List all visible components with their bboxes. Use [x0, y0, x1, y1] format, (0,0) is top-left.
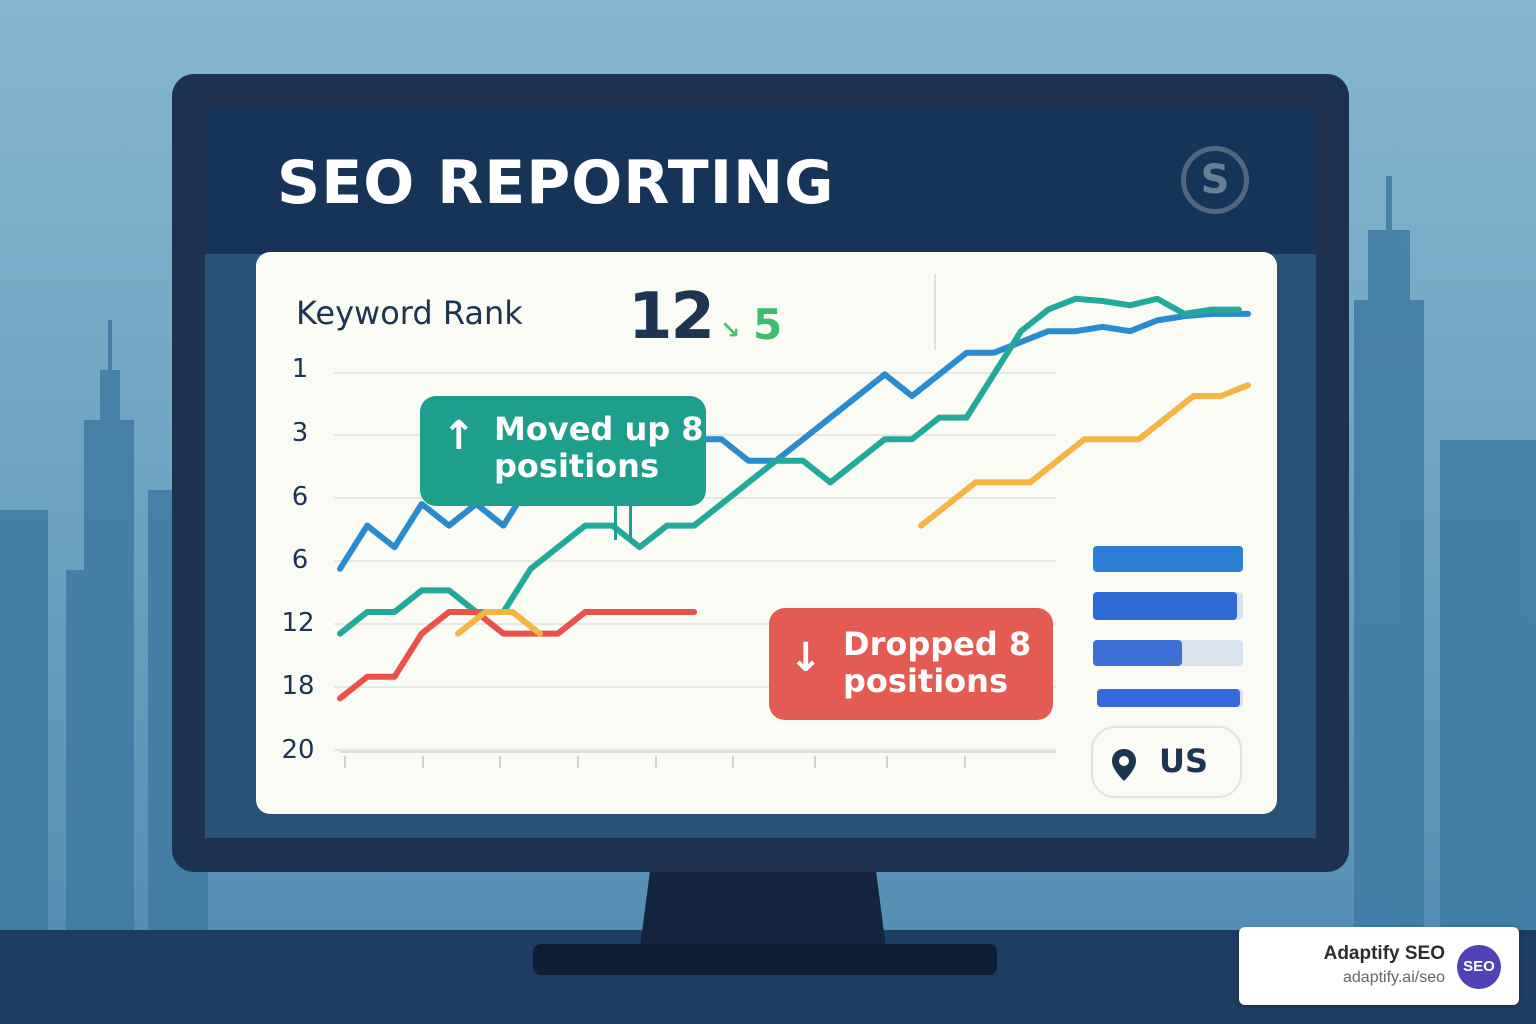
seo-logo-icon: SEO	[1457, 945, 1501, 989]
y-tick-label: 6	[291, 545, 309, 575]
series-line	[455, 609, 543, 637]
location-pin-icon	[1112, 749, 1136, 781]
y-tick-label: 12	[281, 608, 315, 638]
sidebar-bar	[1093, 640, 1182, 666]
arrow-up-icon: ↑	[442, 413, 476, 459]
metric-label: Keyword Rank	[296, 294, 523, 332]
y-tick-label: 18	[281, 671, 315, 701]
monitor-stand-base	[533, 944, 997, 975]
watermark-url: adaptify.ai/seo	[1343, 969, 1445, 986]
monitor-stand-neck	[640, 872, 886, 948]
divider	[934, 274, 936, 350]
metric-value: 12	[628, 280, 715, 354]
location-selector[interactable]: US	[1091, 726, 1242, 798]
page-title: SEO REPORTING	[277, 148, 835, 218]
callout-down-text: Dropped 8 positions	[843, 625, 1032, 700]
series-line	[337, 609, 698, 702]
callout-tail	[614, 506, 632, 540]
s-circle-logo-icon: S	[1181, 146, 1249, 214]
watermark-name: Adaptify SEO	[1323, 943, 1445, 964]
watermark-badge: Adaptify SEO adaptify.ai/seo SEO	[1239, 927, 1519, 1005]
y-tick-label: 6	[291, 482, 309, 512]
check-down-arrow-icon: ↘	[720, 316, 741, 344]
y-tick-label: 1	[291, 354, 309, 384]
series-line	[918, 382, 1251, 529]
callout-dropped: ↓ Dropped 8 positions	[769, 608, 1053, 720]
arrow-down-icon: ↓	[789, 635, 823, 681]
sidebar-bar	[1097, 689, 1241, 707]
metric-change: 5	[753, 300, 783, 349]
y-tick-label: 20	[281, 735, 315, 765]
y-tick-label: 3	[291, 418, 309, 448]
callout-up-text: Moved up 8 positions	[494, 410, 704, 485]
series-line	[337, 310, 1251, 572]
sidebar-bar	[1093, 546, 1243, 572]
sidebar-bar	[1093, 592, 1237, 620]
callout-moved-up: ↑ Moved up 8 positions	[420, 396, 706, 506]
title-bar: SEO REPORTING S	[205, 108, 1316, 254]
location-label: US	[1159, 742, 1209, 780]
report-card: Keyword Rank 12 ↘ 5	[256, 252, 1277, 814]
